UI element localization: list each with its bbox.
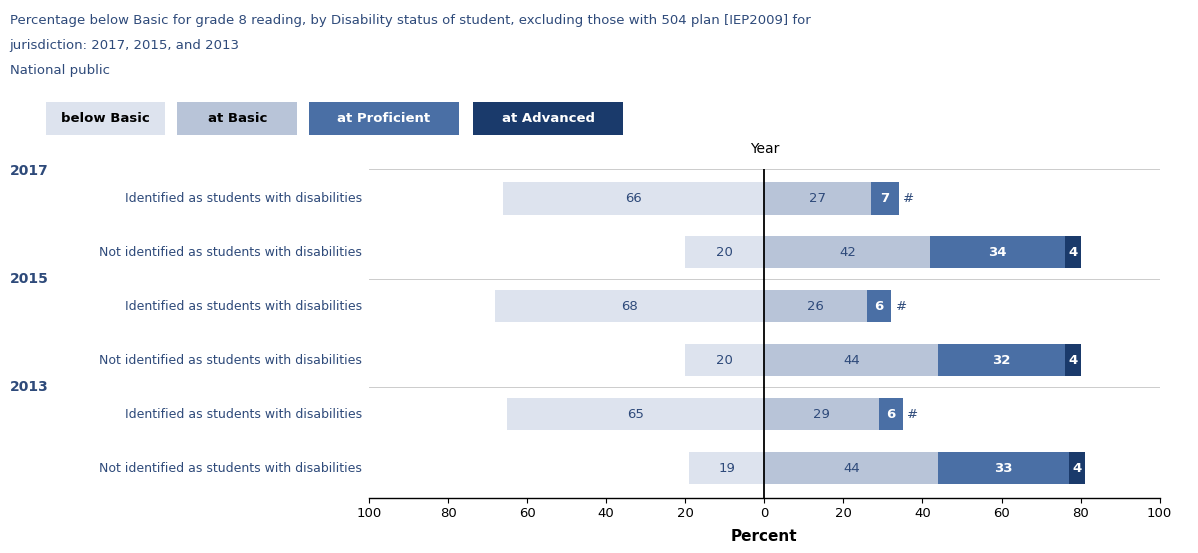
- Text: 44: 44: [843, 462, 860, 474]
- Text: 66: 66: [625, 192, 642, 205]
- Bar: [1069, 452, 1084, 484]
- Bar: [689, 452, 764, 484]
- Text: 33: 33: [994, 462, 1012, 474]
- Text: 20: 20: [716, 354, 733, 367]
- Text: 29: 29: [813, 408, 830, 421]
- Text: below Basic: below Basic: [61, 112, 150, 126]
- Bar: [496, 290, 764, 322]
- Text: 26: 26: [807, 300, 824, 312]
- Bar: [931, 236, 1065, 268]
- Text: 27: 27: [809, 192, 827, 205]
- Text: jurisdiction: 2017, 2015, and 2013: jurisdiction: 2017, 2015, and 2013: [10, 39, 240, 52]
- Bar: [1065, 236, 1081, 268]
- Text: 2013: 2013: [10, 380, 48, 394]
- Text: Identified as students with disabilities: Identified as students with disabilities: [125, 300, 362, 312]
- Text: at Advanced: at Advanced: [502, 112, 594, 126]
- Text: 6: 6: [875, 300, 884, 312]
- Text: 44: 44: [843, 354, 860, 367]
- Text: 4: 4: [1069, 354, 1077, 367]
- Bar: [764, 398, 879, 430]
- Text: at Proficient: at Proficient: [338, 112, 430, 126]
- Bar: [764, 236, 931, 268]
- X-axis label: Percent: Percent: [731, 529, 798, 544]
- Text: #: #: [896, 300, 907, 312]
- Text: #: #: [903, 192, 914, 205]
- Text: #: #: [907, 408, 919, 421]
- Text: 42: 42: [839, 246, 855, 259]
- Bar: [503, 182, 764, 215]
- Text: 6: 6: [887, 408, 895, 421]
- Text: 4: 4: [1069, 246, 1077, 259]
- Bar: [867, 290, 891, 322]
- Text: 32: 32: [992, 354, 1011, 367]
- Text: 34: 34: [988, 246, 1006, 259]
- Text: at Basic: at Basic: [207, 112, 267, 126]
- Text: National public: National public: [10, 64, 109, 77]
- Text: 2015: 2015: [10, 272, 48, 286]
- Bar: [508, 398, 764, 430]
- Text: 65: 65: [628, 408, 645, 421]
- Text: Year: Year: [750, 142, 779, 155]
- Text: 2017: 2017: [10, 164, 48, 179]
- Text: Identified as students with disabilities: Identified as students with disabilities: [125, 192, 362, 205]
- Bar: [938, 452, 1069, 484]
- Bar: [938, 344, 1065, 377]
- Text: 7: 7: [881, 192, 889, 205]
- Text: Percentage below Basic for grade 8 reading, by Disability status of student, exc: Percentage below Basic for grade 8 readi…: [10, 14, 810, 27]
- Text: 20: 20: [716, 246, 733, 259]
- Text: Not identified as students with disabilities: Not identified as students with disabili…: [99, 354, 362, 367]
- Bar: [1065, 344, 1081, 377]
- Text: Not identified as students with disabilities: Not identified as students with disabili…: [99, 246, 362, 259]
- Text: 4: 4: [1072, 462, 1082, 474]
- Text: Not identified as students with disabilities: Not identified as students with disabili…: [99, 462, 362, 474]
- Text: Identified as students with disabilities: Identified as students with disabilities: [125, 408, 362, 421]
- Bar: [879, 398, 903, 430]
- Bar: [685, 236, 764, 268]
- Bar: [764, 452, 938, 484]
- Bar: [764, 182, 871, 215]
- Bar: [764, 344, 938, 377]
- Bar: [764, 290, 867, 322]
- Bar: [871, 182, 898, 215]
- Text: 19: 19: [719, 462, 736, 474]
- Bar: [685, 344, 764, 377]
- Text: 68: 68: [622, 300, 639, 312]
